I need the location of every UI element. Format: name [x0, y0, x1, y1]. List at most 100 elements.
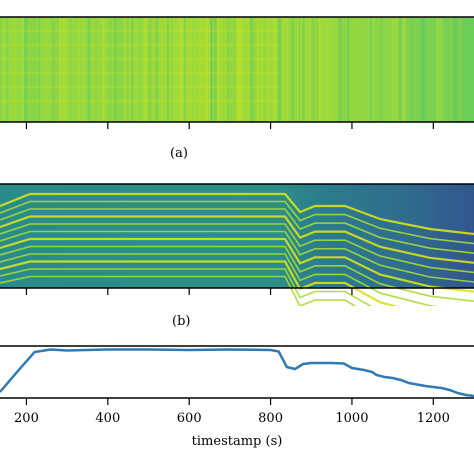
heatmap-a-stripe [254, 18, 259, 121]
heatmap-b-harmonic [0, 223, 474, 274]
heatmap-a-stripe [347, 18, 350, 121]
heatmap-a-stripe [130, 18, 133, 121]
heatmap-a-band [0, 44, 280, 46]
heatmap-a-stripe [369, 18, 373, 121]
line-chart [0, 345, 474, 405]
heatmap-a-band [0, 100, 280, 102]
heatmap-a-stripe [282, 18, 284, 121]
heatmap-a-stripe [223, 18, 226, 121]
caption-a: (a) [170, 146, 188, 161]
heatmap-a-stripe [191, 18, 194, 121]
heatmap-b-harmonic [0, 245, 474, 302]
heatmap-a-stripe [298, 18, 301, 121]
heatmap-a-stripe [11, 18, 14, 121]
heatmap-a-stripe [309, 18, 312, 121]
x-tick-label: 600 [176, 411, 202, 426]
heatmap-a-stripe [214, 18, 218, 121]
heatmap-a-stripe [166, 18, 169, 121]
heatmap-a-stripe [80, 18, 85, 121]
heatmap-a-stripe [70, 18, 72, 121]
heatmap-a-stripe [232, 18, 236, 121]
heatmap-a-stripe [250, 18, 255, 121]
heatmap-a-stripe [50, 18, 54, 121]
heatmap-a-stripe [285, 18, 288, 121]
heatmap-a-stripe [188, 18, 192, 121]
heatmap-a-stripe [318, 18, 320, 121]
heatmap-a-stripe [338, 18, 342, 121]
heatmap-b-field [0, 184, 474, 288]
x-tick-label: 400 [95, 411, 121, 426]
heatmap-a-stripe [254, 18, 257, 121]
heatmap-a-stripe [289, 18, 292, 121]
heatmap-a-stripe [266, 18, 268, 121]
heatmap-a-stripe [393, 18, 395, 121]
heatmap-a-stripe [460, 18, 463, 121]
heatmap-b-harmonic [0, 260, 399, 306]
heatmap-a-stripe [88, 18, 91, 121]
heatmap-a-stripe [216, 18, 220, 121]
heatmap-a-stripe [295, 18, 298, 121]
heatmap-a-stripe [219, 18, 221, 121]
heatmap-a-stripe [1, 18, 6, 121]
heatmap-a-stripe [13, 18, 17, 121]
heatmap-a-stripe [391, 18, 395, 121]
series-line [0, 348, 474, 398]
heatmap-a-stripe [229, 18, 232, 121]
heatmap-a-stripe [343, 18, 346, 121]
heatmap-a-stripe [45, 18, 48, 121]
heatmap-a-stripe [319, 18, 322, 121]
heatmap-b-harmonic [0, 192, 474, 236]
heatmap-a-stripe [163, 18, 167, 121]
panel-a: (a) [0, 0, 474, 161]
heatmap-a-stripe [56, 18, 61, 121]
heatmap-a-stripe [450, 18, 452, 121]
heatmap-a-stripe [57, 18, 60, 121]
heatmap-a-stripe [452, 18, 455, 121]
heatmap-a-stripe [107, 18, 112, 121]
heatmap-a-stripe [126, 18, 131, 121]
heatmap-a-stripe [138, 18, 141, 121]
heatmap-a-stripe [203, 18, 207, 121]
heatmap-a-stripe [464, 18, 466, 121]
x-tick-label: 1000 [335, 411, 369, 426]
heatmap-a-stripe [291, 18, 294, 121]
heatmap-a-stripe [299, 18, 302, 121]
caption-b: (b) [172, 314, 191, 329]
heatmap-a-band [0, 58, 280, 60]
heatmap-a-stripe [180, 18, 182, 121]
heatmap-a-stripe [22, 18, 25, 121]
heatmap-a-stripe [402, 18, 406, 121]
heatmap-a-stripe [115, 18, 118, 121]
heatmap-a-stripe [313, 18, 317, 121]
heatmap-a-stripe [87, 18, 91, 121]
heatmap-a-stripe [125, 18, 127, 121]
heatmap-a-stripe [79, 18, 81, 121]
heatmap-a-stripe [56, 18, 59, 121]
heatmap-a-stripe [220, 18, 223, 121]
heatmap-a-stripe [411, 18, 414, 121]
heatmap-a-stripe [293, 18, 295, 121]
heatmap-a-stripe [188, 18, 191, 121]
heatmap-a-stripe [114, 18, 118, 121]
heatmap-a-stripe [259, 18, 262, 121]
x-tick-label: 1200 [416, 411, 450, 426]
heatmap-a-stripe [301, 18, 305, 121]
heatmap-b-harmonic [0, 268, 372, 306]
heatmap-a-stripe [38, 18, 41, 121]
heatmap-a-stripe [155, 18, 158, 121]
heatmap-a-stripe [170, 18, 173, 121]
x-tick-label: 200 [14, 411, 39, 426]
heatmap-a-field [0, 17, 474, 122]
heatmap-a-stripe [210, 18, 213, 121]
heatmap-a-stripe [24, 18, 27, 121]
heatmap-a-stripe [128, 18, 132, 121]
heatmap-a-stripe [63, 18, 65, 121]
heatmap-a-stripe [80, 18, 84, 121]
heatmap-b-harmonic [0, 230, 474, 283]
heatmap-a-stripe [9, 18, 11, 121]
heatmap-a-stripe [208, 18, 212, 121]
heatmap-a-stripe [60, 18, 64, 121]
heatmap-a-stripe [317, 18, 319, 121]
heatmap-a-stripe [139, 18, 144, 121]
heatmap-a-stripe [457, 18, 462, 121]
